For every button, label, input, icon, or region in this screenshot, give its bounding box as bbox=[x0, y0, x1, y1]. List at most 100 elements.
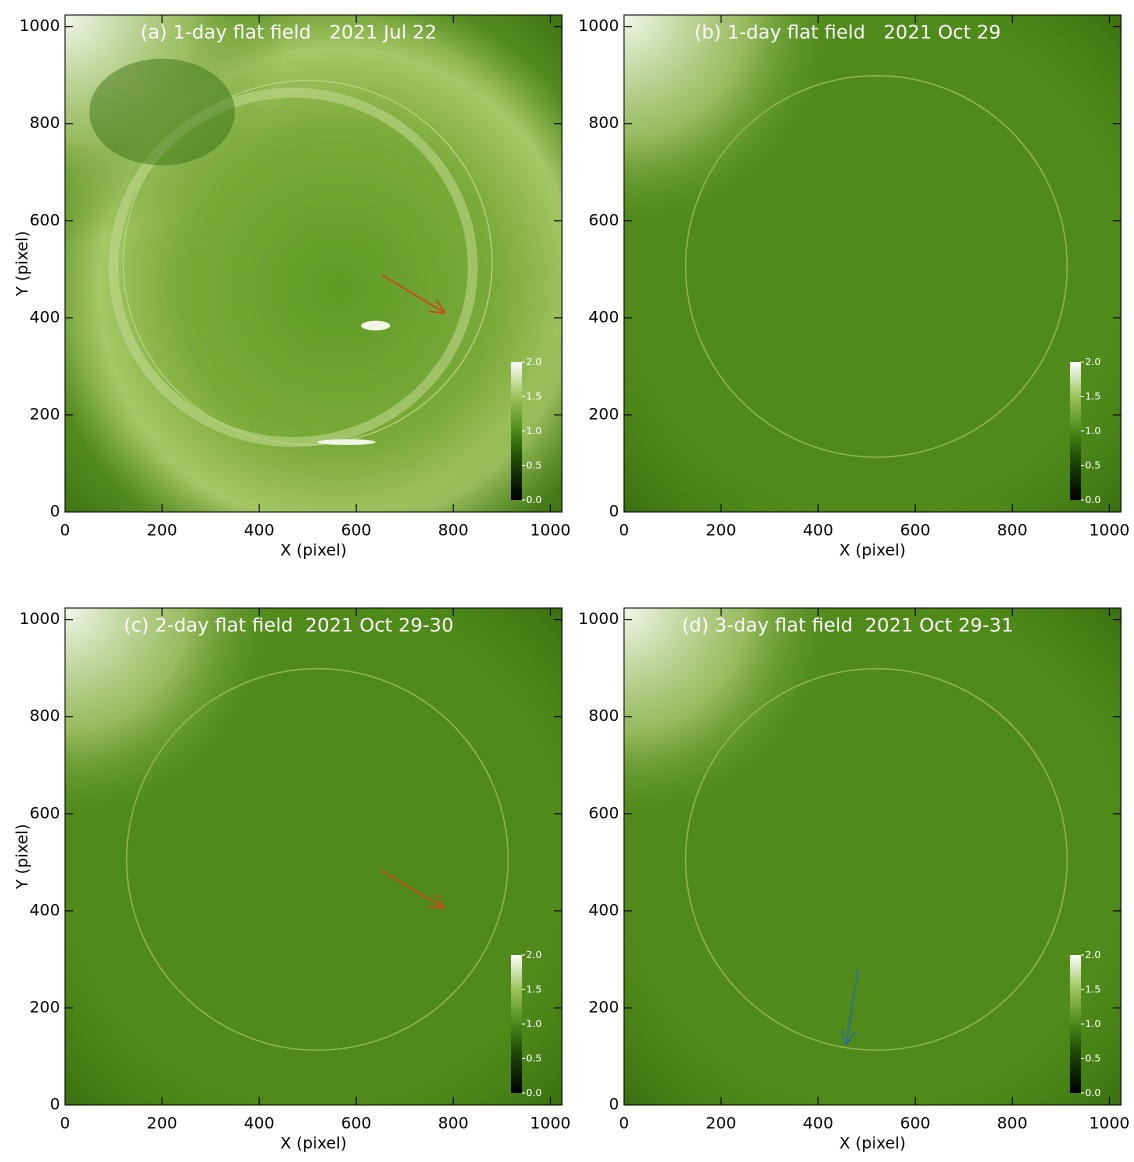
x-tick-label: 800 bbox=[438, 521, 469, 540]
colorbar bbox=[511, 955, 522, 1093]
panel-title: (c) 2-day flat field 2021 Oct 29-30 bbox=[124, 615, 454, 637]
y-tick-label: 0 bbox=[50, 1095, 60, 1114]
panel-title: (a) 1-day flat field 2021 Jul 22 bbox=[141, 22, 437, 44]
x-tick-label: 600 bbox=[900, 1114, 931, 1133]
colorbar-tick-label: 1.5 bbox=[1085, 392, 1101, 403]
x-tick-label: 0 bbox=[60, 521, 70, 540]
x-tick-label: 0 bbox=[619, 521, 629, 540]
y-tick-label: 400 bbox=[588, 900, 619, 919]
x-tick-label: 800 bbox=[997, 521, 1028, 540]
x-axis-label: X (pixel) bbox=[839, 1134, 905, 1153]
x-axis-label: X (pixel) bbox=[839, 541, 905, 560]
y-tick-label: 800 bbox=[29, 706, 60, 725]
arrow bbox=[381, 870, 445, 909]
x-tick-label: 0 bbox=[619, 1114, 629, 1133]
colorbar-tick-label: 0.5 bbox=[526, 461, 542, 472]
colorbar-tick-label: 0.0 bbox=[526, 1088, 542, 1099]
x-tick-label: 800 bbox=[438, 1114, 469, 1133]
panel-title: (d) 3-day flat field 2021 Oct 29-31 bbox=[682, 615, 1014, 637]
arrow bbox=[845, 969, 859, 1046]
x-tick-label: 1000 bbox=[530, 1114, 571, 1133]
y-tick-label: 1000 bbox=[578, 609, 619, 628]
y-tick-label: 0 bbox=[609, 502, 619, 521]
y-tick-label: 200 bbox=[29, 997, 60, 1016]
limb-ring bbox=[684, 74, 1068, 458]
y-tick-label: 200 bbox=[588, 404, 619, 423]
panel-title: (b) 1-day flat field 2021 Oct 29 bbox=[694, 22, 1001, 44]
x-tick-label: 200 bbox=[147, 521, 178, 540]
y-tick-label: 600 bbox=[588, 803, 619, 822]
y-tick-label: 1000 bbox=[19, 609, 60, 628]
panel: (c) 2-day flat field 2021 Oct 29-30 0 200 4… bbox=[13, 607, 571, 1153]
colorbar bbox=[511, 362, 522, 500]
image-corner bbox=[624, 608, 1121, 1105]
axes-frame bbox=[64, 14, 563, 513]
axes-frame bbox=[623, 14, 1122, 513]
x-tick-label: 400 bbox=[803, 1114, 834, 1133]
x-tick-label: 200 bbox=[706, 1114, 737, 1133]
artifact bbox=[317, 439, 376, 446]
x-tick-label: 0 bbox=[60, 1114, 70, 1133]
bright-ring bbox=[108, 87, 478, 448]
colorbar-tick-label: 2.0 bbox=[1085, 357, 1101, 368]
y-axis-label: Y (pixel) bbox=[13, 824, 32, 890]
y-tick-label: 800 bbox=[29, 113, 60, 132]
y-tick-label: 200 bbox=[29, 404, 60, 423]
y-tick-label: 400 bbox=[29, 900, 60, 919]
x-tick-label: 400 bbox=[244, 1114, 275, 1133]
x-tick-label: 1000 bbox=[530, 521, 571, 540]
x-axis-label: X (pixel) bbox=[280, 541, 346, 560]
y-tick-label: 800 bbox=[588, 706, 619, 725]
colorbar-tick-label: 0.5 bbox=[526, 1054, 542, 1065]
colorbar bbox=[1070, 362, 1081, 500]
colorbar-tick-label: 1.0 bbox=[526, 426, 542, 437]
image-corner bbox=[624, 15, 1121, 512]
y-tick-label: 600 bbox=[588, 210, 619, 229]
colorbar-tick-label: 2.0 bbox=[1085, 950, 1101, 961]
dark-patch bbox=[89, 58, 235, 166]
axes-frame bbox=[623, 607, 1122, 1106]
colorbar-tick-label: 1.0 bbox=[1085, 1019, 1101, 1030]
arrow-head bbox=[435, 299, 446, 314]
colorbar-tick-label: 0.0 bbox=[1085, 1088, 1101, 1099]
x-tick-label: 1000 bbox=[1089, 521, 1130, 540]
arrow-head bbox=[845, 1031, 856, 1046]
y-tick-label: 800 bbox=[588, 113, 619, 132]
x-tick-label: 600 bbox=[341, 1114, 372, 1133]
y-axis-label: Y (pixel) bbox=[13, 231, 32, 297]
colorbar-tick-label: 1.5 bbox=[526, 392, 542, 403]
y-tick-label: 0 bbox=[609, 1095, 619, 1114]
x-tick-label: 200 bbox=[147, 1114, 178, 1133]
colorbar-tick-label: 1.5 bbox=[1085, 985, 1101, 996]
x-tick-label: 200 bbox=[706, 521, 737, 540]
y-tick-label: 1000 bbox=[578, 16, 619, 35]
image-corner bbox=[65, 608, 562, 1105]
colorbar-tick-label: 2.0 bbox=[526, 950, 542, 961]
colorbar-tick-label: 1.5 bbox=[526, 985, 542, 996]
colorbar-tick-label: 1.0 bbox=[526, 1019, 542, 1030]
arrow-head bbox=[840, 1029, 847, 1046]
colorbar bbox=[1070, 955, 1081, 1093]
limb-ring bbox=[122, 79, 493, 446]
limb-ring bbox=[125, 667, 509, 1051]
arrow-head bbox=[427, 905, 445, 909]
x-tick-label: 600 bbox=[341, 521, 372, 540]
colorbar-tick-label: 0.0 bbox=[526, 495, 542, 506]
x-tick-label: 800 bbox=[997, 1114, 1028, 1133]
x-tick-label: 600 bbox=[900, 521, 931, 540]
x-tick-label: 400 bbox=[803, 521, 834, 540]
y-tick-label: 0 bbox=[50, 502, 60, 521]
panel: (a) 1-day flat field 2021 Jul 22 0 200 400 6… bbox=[13, 14, 571, 560]
colorbar-tick-label: 0.5 bbox=[1085, 1054, 1101, 1065]
panel: (b) 1-day flat field 2021 Oct 29 0 200 400 6… bbox=[578, 14, 1130, 560]
axes-frame bbox=[64, 607, 563, 1106]
colorbar-tick-label: 1.0 bbox=[1085, 426, 1101, 437]
x-tick-label: 1000 bbox=[1089, 1114, 1130, 1133]
y-tick-label: 400 bbox=[588, 307, 619, 326]
y-tick-label: 600 bbox=[29, 210, 60, 229]
limb-ring bbox=[684, 667, 1068, 1051]
y-tick-label: 400 bbox=[29, 307, 60, 326]
y-tick-label: 200 bbox=[588, 997, 619, 1016]
arrow-head bbox=[428, 310, 446, 314]
